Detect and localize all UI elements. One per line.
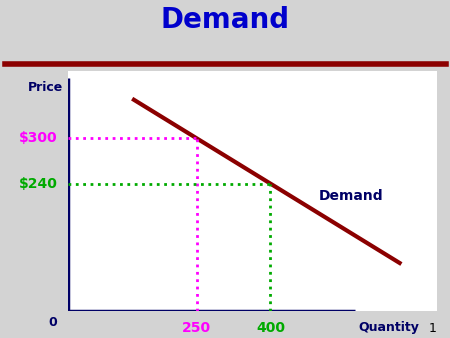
Text: Price: Price [28, 81, 63, 94]
Text: 400: 400 [256, 321, 285, 335]
Text: Demand: Demand [319, 189, 383, 203]
Text: Demand: Demand [161, 6, 289, 34]
Text: 1: 1 [428, 322, 436, 335]
Text: 0: 0 [48, 316, 57, 330]
Text: $300: $300 [18, 131, 57, 145]
Text: 250: 250 [182, 321, 211, 335]
Text: $240: $240 [18, 177, 58, 191]
Text: Quantity: Quantity [358, 321, 419, 334]
